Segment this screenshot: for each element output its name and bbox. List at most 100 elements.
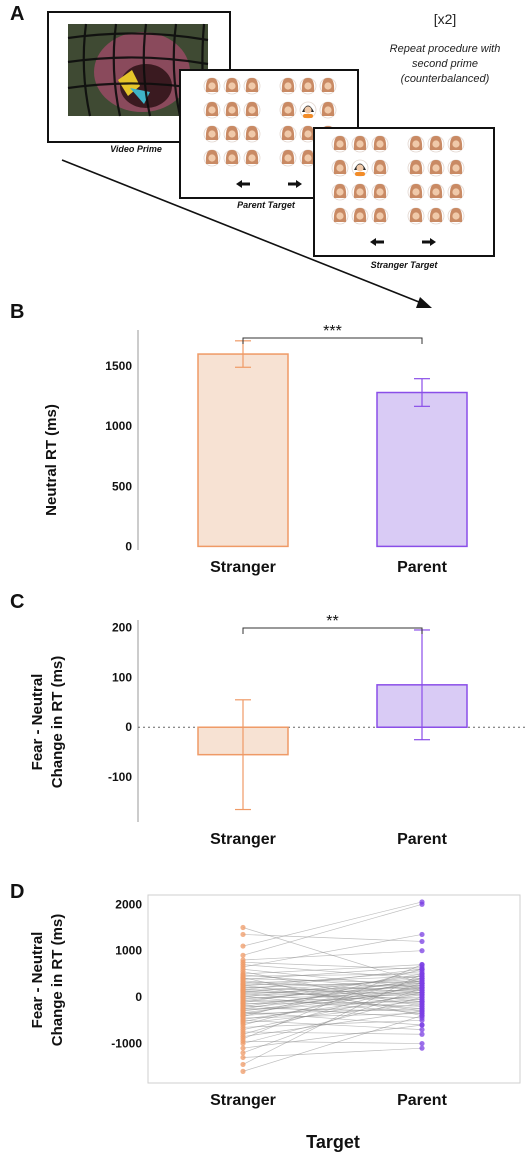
paired-line xyxy=(242,985,423,1000)
parent-face-0-3 xyxy=(279,77,297,95)
face-skin xyxy=(412,188,420,196)
stranger-face-1-2 xyxy=(371,159,389,177)
video-prime-caption: Video Prime xyxy=(110,144,162,154)
face-skin xyxy=(432,188,440,196)
parent-point xyxy=(419,1045,425,1051)
face-skin xyxy=(228,82,236,90)
panel-c-y-tick-label: 100 xyxy=(112,670,132,684)
stranger-face-3-1 xyxy=(351,207,369,225)
paired-line xyxy=(242,1047,423,1058)
stranger-point xyxy=(240,931,246,938)
paired-line xyxy=(242,1040,423,1044)
paired-line xyxy=(242,968,423,991)
stranger-face-grid xyxy=(331,135,465,246)
stranger-target-caption: Stranger Target xyxy=(371,260,439,270)
face-skin xyxy=(412,212,420,220)
parent-point xyxy=(419,1027,425,1033)
video-prime-thumbnail xyxy=(67,23,209,117)
paired-line xyxy=(242,950,423,961)
parent-face-3-4 xyxy=(299,149,317,167)
repeat-note-line-2: second prime xyxy=(412,58,478,70)
repeat-note-line-1: Repeat procedure with xyxy=(390,43,501,55)
panel-b-y-tick-label: 1000 xyxy=(105,419,132,433)
paired-line xyxy=(242,980,423,1002)
stranger-face-1-4 xyxy=(427,159,445,177)
parent-face-3-2 xyxy=(243,149,261,167)
panel-d-y-tick-label: 0 xyxy=(135,990,142,1004)
panel-d-category-label-stranger: Stranger xyxy=(210,1092,276,1109)
paired-line xyxy=(242,1010,423,1037)
face-skin xyxy=(284,154,292,162)
parent-face-2-2 xyxy=(243,125,261,143)
parent-face-0-0 xyxy=(203,77,221,95)
paired-line xyxy=(242,982,423,995)
face-skin xyxy=(452,188,460,196)
face-skin xyxy=(208,106,216,114)
panel-d-y-tick-label: 1000 xyxy=(115,944,142,958)
paired-line xyxy=(242,961,423,970)
parent-face-0-5 xyxy=(319,77,337,95)
right-arrow-icon xyxy=(288,180,302,188)
face-skin xyxy=(336,212,344,220)
panel-b-significance-stars: *** xyxy=(323,323,342,340)
paired-line xyxy=(242,1024,423,1049)
stranger-face-2-0 xyxy=(331,183,349,201)
paired-line xyxy=(242,964,423,975)
face-skin xyxy=(248,154,256,162)
face-skin xyxy=(356,140,364,148)
stranger-point xyxy=(240,1050,246,1056)
parent-point xyxy=(419,931,425,938)
parent-point xyxy=(419,1013,425,1019)
paired-line xyxy=(242,973,423,1004)
parent-point xyxy=(419,994,425,1000)
paired-line xyxy=(242,1015,423,1072)
parent-face-1-5 xyxy=(319,101,337,119)
panel-b-category-label-stranger: Stranger xyxy=(210,559,276,576)
panel-d-paired-scatter: Fear - Neutral Change in RT (ms) Target … xyxy=(29,894,521,1152)
face-skin xyxy=(284,130,292,138)
panel-d-y-tick-label: 2000 xyxy=(115,897,142,911)
face-skin xyxy=(208,154,216,162)
parent-point xyxy=(419,980,425,986)
timeline-arrow xyxy=(61,159,432,308)
face-skin xyxy=(412,164,420,172)
stranger-point xyxy=(240,1068,246,1074)
face-skin xyxy=(284,82,292,90)
parent-point xyxy=(419,966,425,972)
parent-face-1-2 xyxy=(243,101,261,119)
face-skin xyxy=(228,106,236,114)
parent-point xyxy=(419,975,425,982)
paired-line xyxy=(242,934,423,968)
parent-face-2-4 xyxy=(299,125,317,143)
face-skin xyxy=(248,130,256,138)
panel-b-category-label-parent: Parent xyxy=(397,559,447,576)
panel-b-significance-bracket xyxy=(242,337,423,344)
panel-b-neutral-rt-chart: Neutral RT (ms) 0 500 1000 1500 Stranger Pare… xyxy=(43,323,468,576)
paired-line xyxy=(242,978,423,993)
panel-b-bar-parent xyxy=(376,391,468,548)
face-skin xyxy=(208,130,216,138)
stranger-face-2-2 xyxy=(371,183,389,201)
face-skin xyxy=(432,164,440,172)
paired-line xyxy=(242,964,423,1040)
face-skin xyxy=(304,82,312,90)
panel-b-y-tick-label: 500 xyxy=(112,479,132,493)
panel-c-y-tick-label: -100 xyxy=(108,770,132,784)
paired-line xyxy=(242,982,423,1035)
stranger-face-3-4 xyxy=(427,207,445,225)
left-arrow-icon xyxy=(236,180,250,188)
stranger-face-0-2 xyxy=(371,135,389,153)
stranger-face-1-5 xyxy=(447,159,465,177)
paired-line xyxy=(242,973,423,1065)
repeat-note-line-3: (counterbalanced) xyxy=(401,73,490,85)
face-skin xyxy=(304,154,312,162)
parent-face-1-4 xyxy=(299,101,317,119)
panel-b-y-axis-title: Neutral RT (ms) xyxy=(43,404,60,516)
left-arrow-icon xyxy=(370,238,384,246)
parent-face-3-1 xyxy=(223,149,241,167)
panel-d-x-axis-title: Target xyxy=(306,1132,360,1152)
panel-label-d: D xyxy=(10,881,24,903)
paired-line xyxy=(242,992,423,1008)
target-face xyxy=(356,164,364,172)
face-skin xyxy=(452,140,460,148)
